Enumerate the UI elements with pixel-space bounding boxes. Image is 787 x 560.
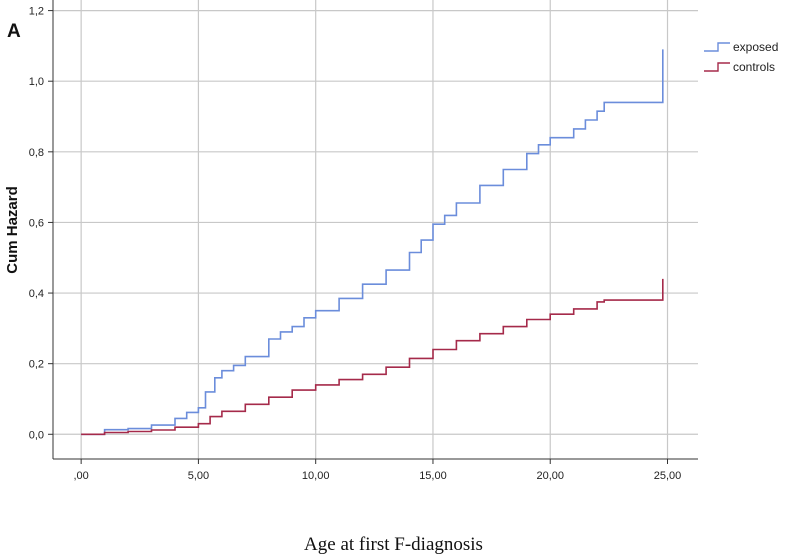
series-line-exposed — [81, 49, 664, 436]
x-tick-label: 20,00 — [536, 470, 564, 482]
legend-label-exposed: exposed — [733, 40, 778, 54]
legend: exposed controls — [704, 40, 778, 74]
axes — [48, 0, 698, 464]
x-tick-label: ,00 — [73, 470, 88, 482]
x-tick-label: 15,00 — [419, 470, 447, 482]
gridlines — [53, 0, 698, 459]
legend-swatch-exposed — [704, 42, 730, 52]
y-tick-label: 0,0 — [29, 429, 44, 441]
series-lines — [81, 49, 664, 436]
panel-label: A — [7, 21, 21, 42]
series-line-controls — [81, 278, 664, 436]
legend-swatch-controls — [704, 62, 730, 72]
y-tick-label: 0,4 — [29, 288, 44, 300]
y-tick-label: 1,2 — [29, 6, 44, 18]
y-axis-title: Cum Hazard — [4, 186, 21, 274]
y-tick-label: 0,6 — [29, 217, 44, 229]
legend-label-controls: controls — [733, 60, 775, 74]
y-tick-label: 0,2 — [29, 359, 44, 371]
x-tick-label: 10,00 — [302, 470, 330, 482]
chart: 0,0 0,2 0,4 0,6 0,8 1,0 1,2 ,00 5,00 10,00 15,00 20… — [4, 0, 778, 482]
y-tick-label: 0,8 — [29, 147, 44, 159]
x-tick-label: 25,00 — [654, 470, 682, 482]
x-axis-title: Age at first F-diagnosis — [304, 534, 483, 555]
y-tick-label: 1,0 — [29, 76, 44, 88]
x-tick-label: 5,00 — [188, 470, 209, 482]
tick-labels: 0,0 0,2 0,4 0,6 0,8 1,0 1,2 ,00 5,00 10,00 15,00 20… — [29, 6, 682, 482]
